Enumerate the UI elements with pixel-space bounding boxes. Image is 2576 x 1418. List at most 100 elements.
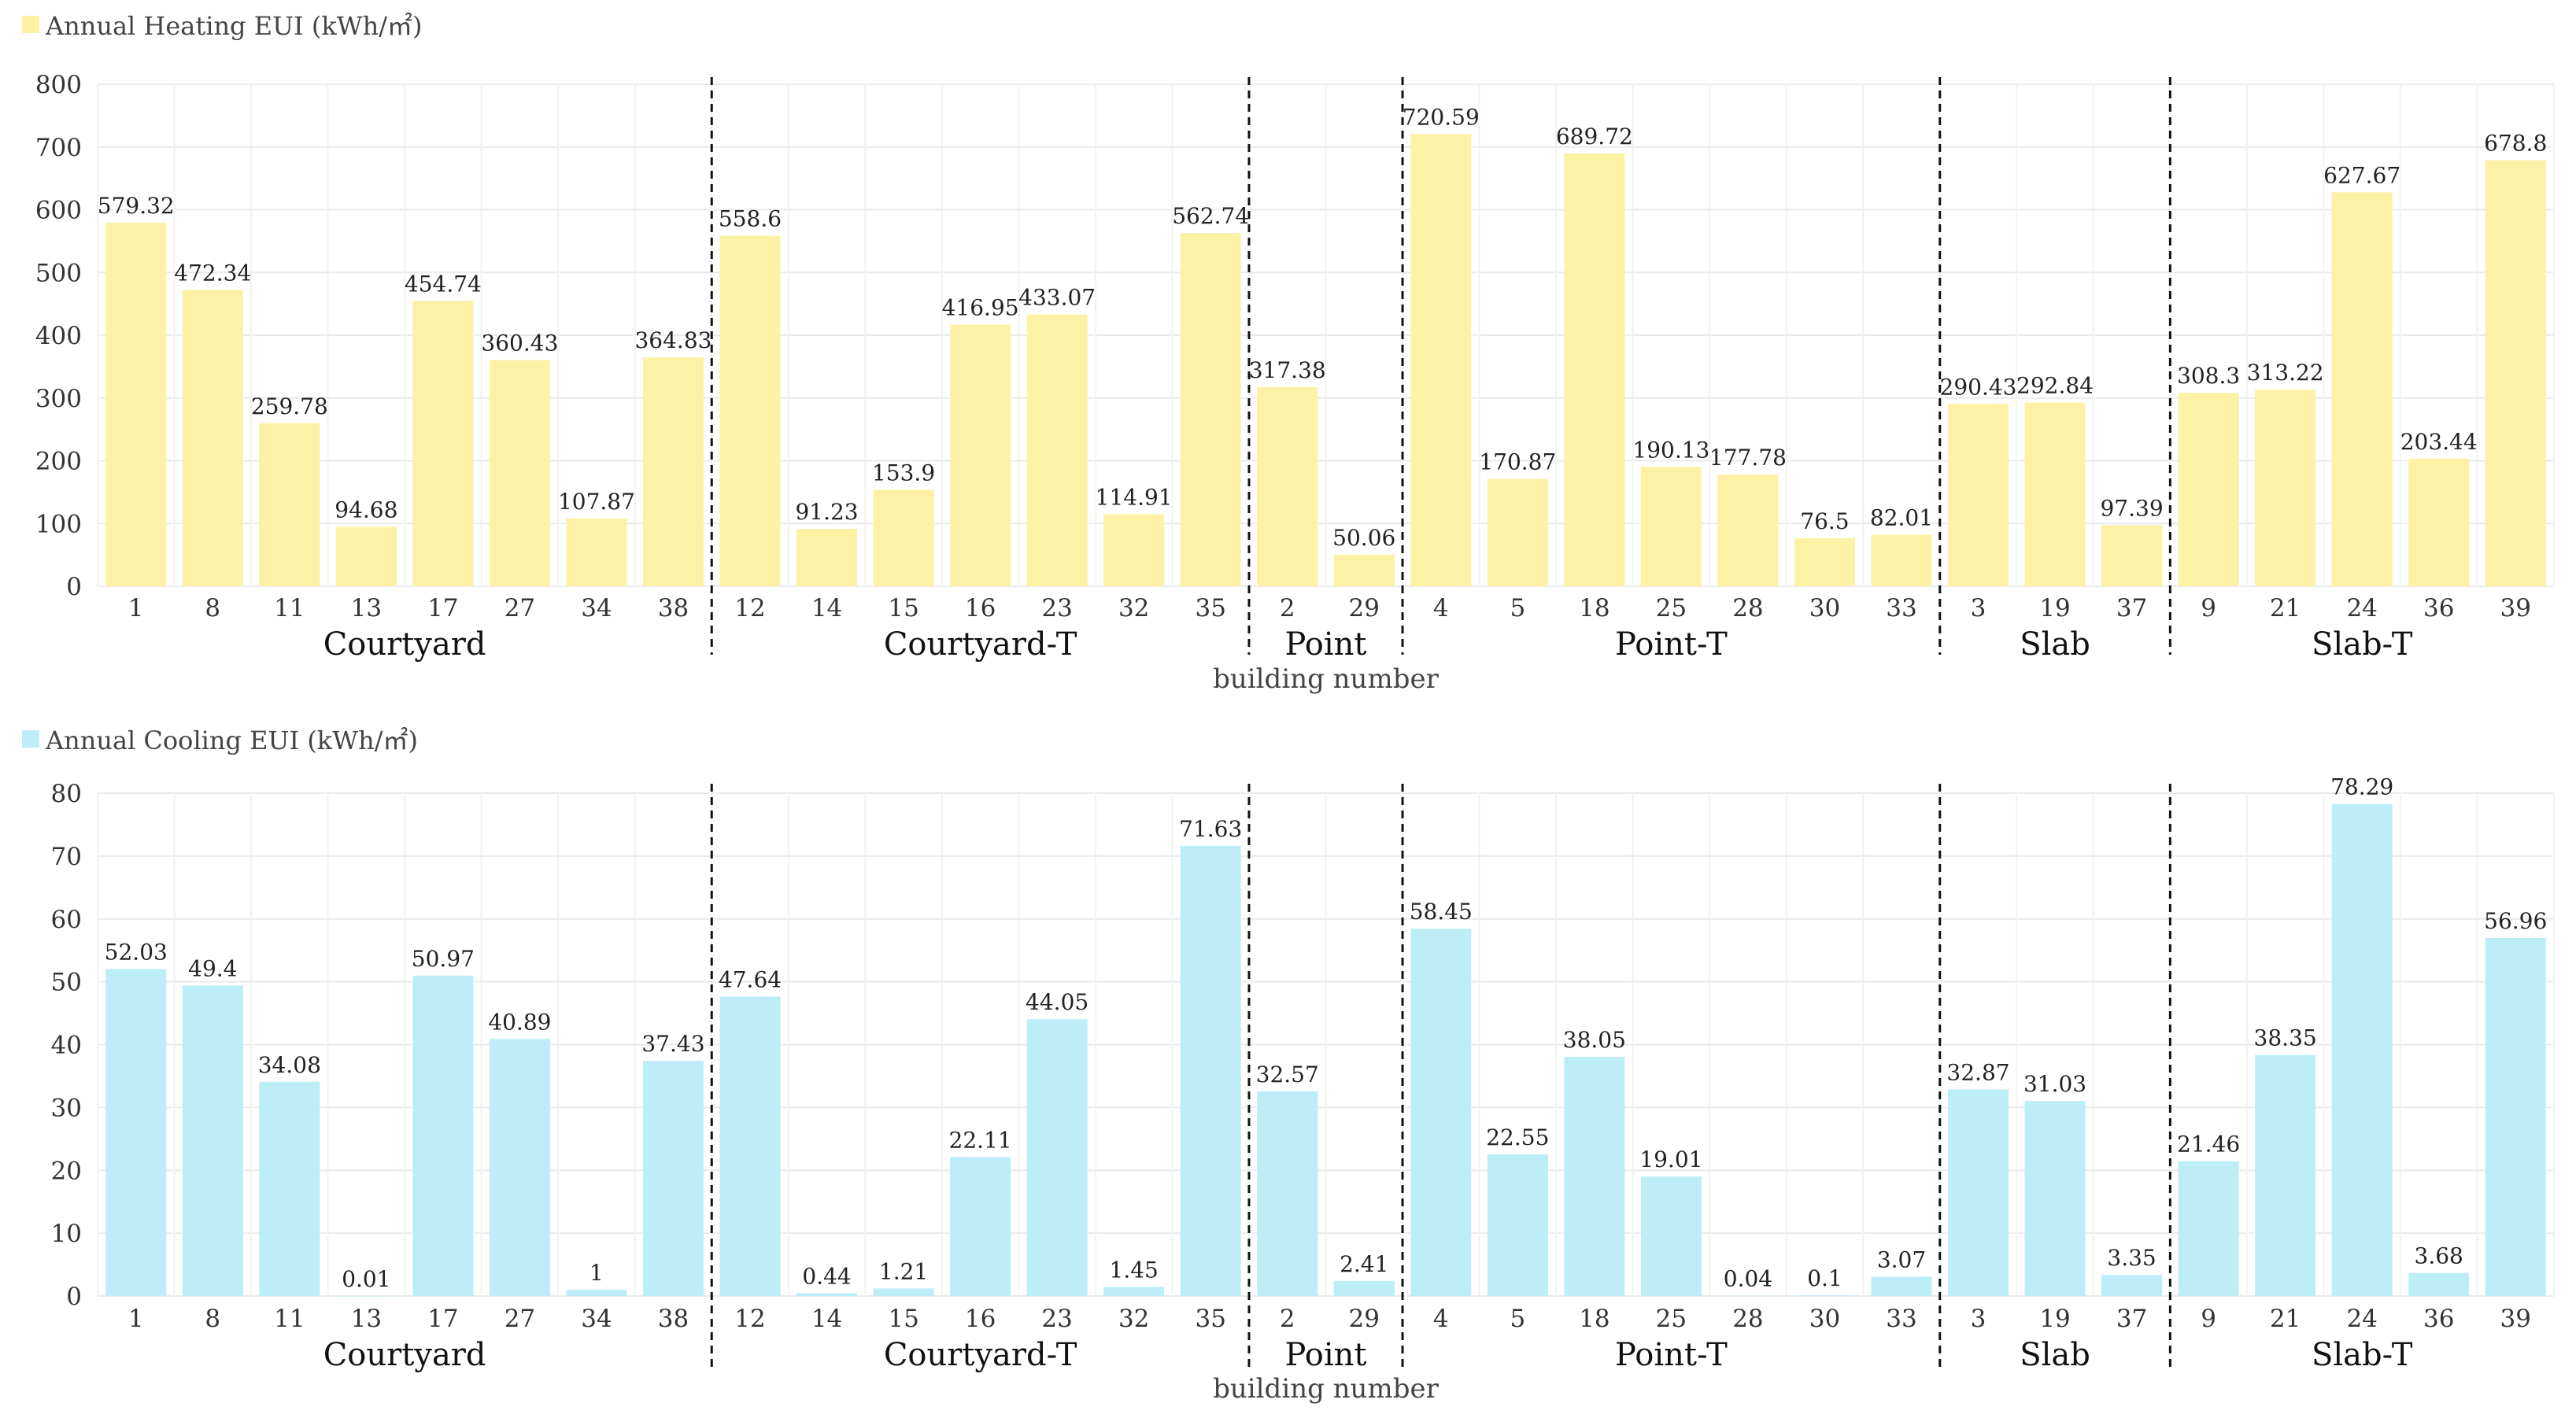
x-tick-label: 28: [1732, 1305, 1763, 1333]
x-tick-label: 1: [128, 1305, 144, 1333]
bar-value-label: 720.59: [1403, 104, 1480, 130]
x-tick-label: 4: [1433, 594, 1449, 622]
x-tick-label: 11: [274, 1305, 305, 1333]
x-tick-label: 28: [1732, 594, 1763, 622]
x-tick-label: 13: [351, 1305, 382, 1333]
x-tick-label: 32: [1118, 594, 1149, 622]
bar-value-label: 94.68: [334, 497, 397, 523]
bar: [182, 985, 243, 1296]
y-tick-label: 50: [51, 969, 82, 997]
bar-value-label: 3.07: [1877, 1246, 1926, 1272]
legend-swatch: [22, 730, 39, 748]
bar-value-label: 56.96: [2484, 908, 2547, 934]
bar: [105, 222, 167, 586]
x-tick-label: 3: [1971, 1305, 1987, 1333]
bar-value-label: 3.35: [2107, 1245, 2156, 1271]
x-tick-label: 17: [427, 1305, 458, 1333]
bar: [1871, 534, 1932, 586]
legend-label: Annual Cooling EUI (kWh/㎡): [45, 726, 418, 755]
x-tick-label: 15: [888, 594, 918, 622]
bar: [566, 518, 627, 586]
group-label: Point-T: [1615, 1337, 1728, 1373]
bar-value-label: 317.38: [1249, 357, 1326, 383]
bar-value-label: 170.87: [1479, 449, 1556, 475]
bar-value-label: 203.44: [2400, 429, 2478, 455]
bar: [1794, 537, 1855, 586]
y-tick-label: 40: [51, 1032, 82, 1060]
bar-value-label: 3.68: [2415, 1243, 2463, 1269]
bar-value-label: 0.44: [802, 1263, 851, 1289]
x-tick-label: 19: [2039, 1305, 2070, 1333]
y-tick-label: 400: [35, 322, 82, 350]
bar-value-label: 689.72: [1556, 124, 1633, 150]
bar: [1026, 314, 1088, 586]
bar-value-label: 562.74: [1172, 203, 1249, 229]
x-tick-label: 27: [504, 594, 535, 622]
bar: [950, 324, 1011, 586]
bar-value-label: 114.91: [1096, 484, 1173, 510]
x-tick-label: 36: [2423, 1305, 2454, 1333]
bar-value-label: 107.87: [558, 489, 635, 515]
x-tick-label: 8: [205, 1305, 220, 1333]
bar: [796, 1293, 858, 1296]
y-tick-label: 80: [51, 780, 82, 808]
bar: [719, 996, 781, 1296]
bar: [2255, 1054, 2316, 1296]
bar-value-label: 82.01: [1870, 505, 1933, 531]
cooling-eui-chart: Annual Cooling EUI (kWh/㎡) 0 10 20 30 40 50 60 7…: [22, 726, 2555, 1405]
bar: [1487, 478, 1548, 586]
bar-value-label: 558.6: [719, 206, 782, 232]
bar-value-label: 44.05: [1026, 989, 1088, 1015]
y-tick-label: 600: [35, 197, 82, 225]
bar: [1947, 404, 2009, 586]
bar-value-label: 472.34: [174, 260, 251, 286]
bar-value-label: 76.5: [1800, 508, 1849, 534]
x-tick-label: 13: [351, 594, 382, 622]
legend-swatch: [22, 16, 39, 33]
bar: [412, 301, 474, 586]
y-tick-label: 30: [51, 1094, 82, 1122]
bar-value-label: 58.45: [1410, 899, 1473, 925]
bar: [1947, 1089, 2009, 1296]
x-tick-label: 35: [1195, 594, 1225, 622]
bar: [642, 1061, 704, 1296]
bar-value-label: 360.43: [481, 330, 558, 356]
bar: [2485, 160, 2546, 587]
x-tick-label: 30: [1809, 594, 1840, 622]
x-tick-label: 19: [2039, 594, 2070, 622]
x-tick-label: 37: [2116, 1305, 2147, 1333]
x-tick-label: 39: [2500, 1305, 2531, 1333]
bar: [335, 526, 397, 586]
bar-value-label: 52.03: [105, 939, 168, 965]
x-tick-label: 8: [205, 594, 220, 622]
group-label: Point-T: [1615, 626, 1728, 663]
y-tick-label: 700: [35, 134, 82, 162]
bar: [2255, 390, 2316, 586]
x-tick-label: 38: [658, 594, 689, 622]
group-label: Courtyard-T: [884, 1337, 1077, 1373]
bar: [412, 975, 474, 1296]
group-label: Slab: [2020, 1337, 2090, 1373]
x-tick-label: 23: [1041, 594, 1072, 622]
bar: [1640, 467, 1702, 586]
y-tick-label: 10: [51, 1220, 82, 1248]
bar: [1564, 1057, 1625, 1296]
bar: [1794, 1295, 1855, 1296]
bar: [1257, 386, 1318, 586]
x-tick-label: 25: [1656, 594, 1687, 622]
bar-value-label: 454.74: [405, 271, 482, 297]
bar: [1871, 1276, 1932, 1296]
bar: [2408, 458, 2470, 586]
group-label: Point: [1284, 1337, 1366, 1373]
x-tick-label: 3: [1971, 594, 1987, 622]
x-tick-label: 24: [2346, 1305, 2377, 1333]
x-tick-label: 21: [2270, 1305, 2301, 1333]
group-label: Courtyard: [323, 1337, 486, 1373]
bar-value-label: 627.67: [2323, 162, 2400, 188]
bar-value-label: 78.29: [2330, 774, 2393, 800]
bar: [2101, 1275, 2163, 1296]
x-tick-label: 17: [427, 594, 458, 622]
y-tick-label: 100: [35, 510, 82, 538]
bar-value-label: 579.32: [98, 193, 175, 219]
